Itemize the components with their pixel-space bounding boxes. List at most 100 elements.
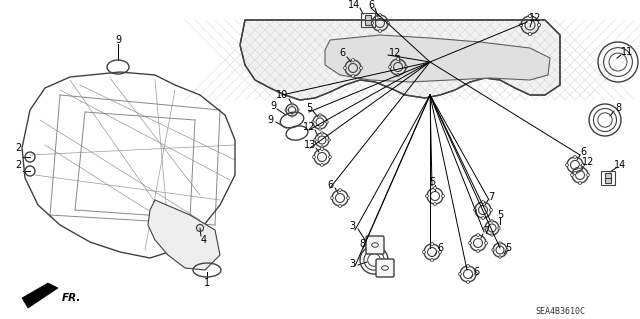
Text: 5: 5 xyxy=(497,210,503,220)
Bar xyxy=(365,15,371,25)
Circle shape xyxy=(467,280,470,284)
Circle shape xyxy=(477,234,479,236)
Circle shape xyxy=(360,67,362,70)
FancyBboxPatch shape xyxy=(366,236,384,254)
Circle shape xyxy=(498,227,500,229)
Circle shape xyxy=(397,57,399,60)
Circle shape xyxy=(379,30,381,33)
Circle shape xyxy=(321,164,323,167)
Circle shape xyxy=(397,74,399,77)
Text: 7: 7 xyxy=(488,192,494,202)
Circle shape xyxy=(387,22,390,25)
Circle shape xyxy=(297,109,299,111)
Circle shape xyxy=(499,256,501,258)
Circle shape xyxy=(404,66,408,69)
Circle shape xyxy=(458,272,461,275)
Text: 13: 13 xyxy=(304,140,316,150)
Text: 10: 10 xyxy=(276,90,288,100)
Circle shape xyxy=(586,174,589,176)
Circle shape xyxy=(291,103,293,105)
Circle shape xyxy=(484,241,488,244)
Circle shape xyxy=(321,148,323,151)
Circle shape xyxy=(538,23,541,26)
Text: 1: 1 xyxy=(204,278,210,288)
Text: 3: 3 xyxy=(349,259,355,269)
Circle shape xyxy=(477,249,479,252)
Circle shape xyxy=(467,264,470,267)
Text: 14: 14 xyxy=(348,0,360,10)
Text: 12: 12 xyxy=(529,13,541,23)
Circle shape xyxy=(474,209,476,211)
Circle shape xyxy=(344,67,346,70)
Circle shape xyxy=(566,164,568,167)
Circle shape xyxy=(468,241,472,244)
Circle shape xyxy=(339,204,342,207)
Text: SEA4B3610C: SEA4B3610C xyxy=(535,308,585,316)
Text: 8: 8 xyxy=(615,103,621,113)
Text: 3: 3 xyxy=(349,221,355,231)
Text: 9: 9 xyxy=(115,35,121,45)
Circle shape xyxy=(431,259,433,262)
Circle shape xyxy=(379,14,381,17)
Text: 8: 8 xyxy=(359,239,365,249)
Circle shape xyxy=(347,197,349,199)
Circle shape xyxy=(573,172,577,174)
Text: 6: 6 xyxy=(327,180,333,190)
Circle shape xyxy=(319,114,321,116)
Text: 9: 9 xyxy=(267,115,273,125)
Polygon shape xyxy=(240,20,560,100)
Circle shape xyxy=(520,23,523,26)
Text: 5: 5 xyxy=(505,243,511,253)
Circle shape xyxy=(422,250,426,253)
Circle shape xyxy=(579,166,582,168)
Circle shape xyxy=(312,156,316,159)
Circle shape xyxy=(573,156,577,159)
Bar xyxy=(605,173,611,183)
Circle shape xyxy=(492,249,494,251)
Text: 7: 7 xyxy=(483,226,489,236)
Circle shape xyxy=(351,59,355,62)
Text: 5: 5 xyxy=(429,177,435,187)
Text: 14: 14 xyxy=(614,160,626,170)
Circle shape xyxy=(314,139,316,141)
Circle shape xyxy=(388,66,392,69)
Circle shape xyxy=(442,195,444,197)
Circle shape xyxy=(481,201,484,204)
Text: 6: 6 xyxy=(473,267,479,277)
Text: 9: 9 xyxy=(270,101,276,111)
Circle shape xyxy=(491,220,493,222)
Circle shape xyxy=(312,121,314,123)
Circle shape xyxy=(582,164,584,167)
Circle shape xyxy=(490,209,492,211)
Circle shape xyxy=(491,234,493,236)
Circle shape xyxy=(499,242,501,244)
Circle shape xyxy=(506,249,508,251)
Circle shape xyxy=(351,75,355,78)
Text: 2: 2 xyxy=(15,160,21,170)
Circle shape xyxy=(328,139,330,141)
Circle shape xyxy=(433,203,436,205)
Circle shape xyxy=(285,109,287,111)
Circle shape xyxy=(339,189,342,191)
Bar xyxy=(361,13,375,27)
Circle shape xyxy=(529,33,532,36)
Polygon shape xyxy=(22,283,58,308)
Text: 12: 12 xyxy=(582,157,594,167)
Text: 4: 4 xyxy=(201,235,207,245)
Circle shape xyxy=(371,22,374,25)
Circle shape xyxy=(484,227,486,229)
Circle shape xyxy=(475,272,477,275)
Circle shape xyxy=(328,156,332,159)
Circle shape xyxy=(431,242,433,245)
Circle shape xyxy=(481,217,484,219)
Circle shape xyxy=(571,174,573,176)
Circle shape xyxy=(326,121,328,123)
Polygon shape xyxy=(325,35,550,82)
Polygon shape xyxy=(148,200,220,270)
Text: 12: 12 xyxy=(389,48,401,58)
Text: 6: 6 xyxy=(339,48,345,58)
Text: 6: 6 xyxy=(580,147,586,157)
Circle shape xyxy=(529,14,532,18)
Text: 11: 11 xyxy=(621,47,633,57)
Text: 2: 2 xyxy=(15,143,21,153)
